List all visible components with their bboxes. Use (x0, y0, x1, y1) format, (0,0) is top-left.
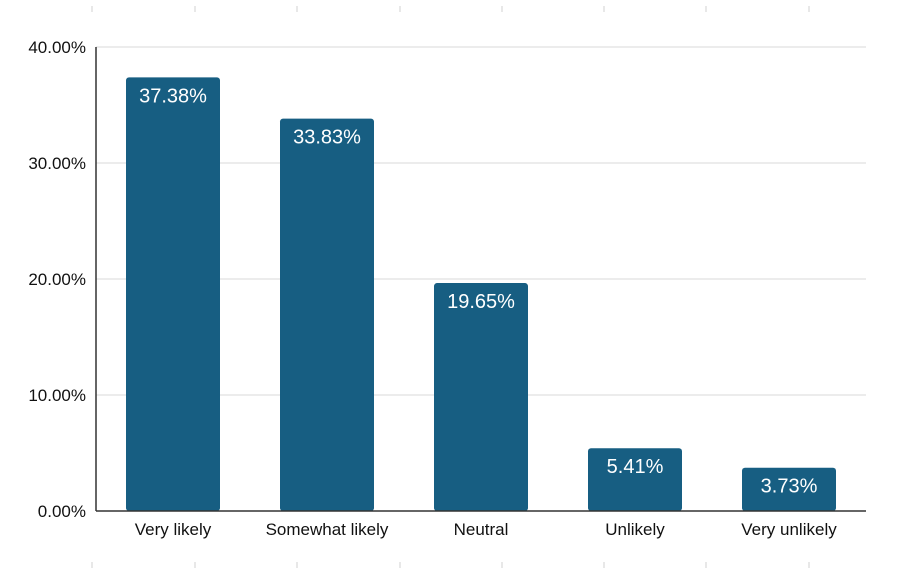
x-category-label: Very unlikely (741, 520, 837, 539)
x-category-label: Very likely (135, 520, 212, 539)
y-axis-tick-labels: 0.00% 10.00% 20.00% 30.00% 40.00% (28, 38, 86, 521)
x-category-label: Neutral (454, 520, 509, 539)
bar (280, 118, 374, 512)
bar-value-label: 33.83% (293, 127, 361, 149)
y-tick-label: 20.00% (28, 270, 86, 289)
x-axis-category-labels: Very likely Somewhat likely Neutral Unlikel… (135, 520, 837, 539)
bar (742, 467, 836, 511)
x-category-label: Unlikely (605, 520, 665, 539)
x-category-label: Somewhat likely (266, 520, 389, 539)
y-tick-label: 10.00% (28, 386, 86, 405)
bar-value-label: 37.38% (139, 85, 207, 107)
y-tick-label: 30.00% (28, 154, 86, 173)
bar-value-label: 3.73% (761, 476, 818, 498)
bar-value-label: 19.65% (447, 291, 515, 313)
bar-value-label: 5.41% (607, 456, 664, 478)
bar (434, 283, 528, 511)
bars (126, 77, 836, 512)
data-labels: 37.38% 33.83% 19.65% 5.41% 3.73% (139, 85, 817, 497)
bar (126, 77, 220, 511)
y-tick-label: 40.00% (28, 38, 86, 57)
edge-ticks (91, 6, 810, 568)
bar (588, 448, 682, 511)
y-tick-label: 0.00% (38, 502, 86, 521)
